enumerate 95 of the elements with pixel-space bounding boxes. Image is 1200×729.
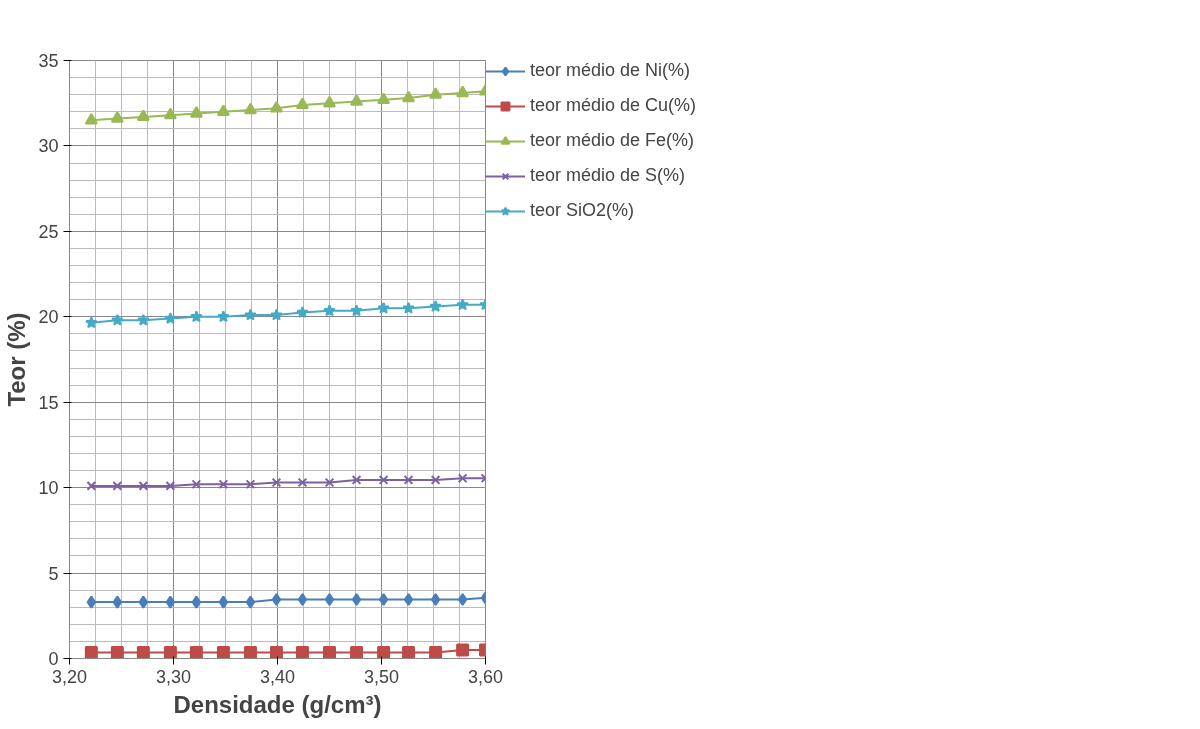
point [403, 475, 414, 485]
y-tick-label: 0 [48, 649, 59, 669]
point [190, 310, 203, 323]
point [189, 106, 203, 118]
point [402, 646, 416, 659]
point [350, 94, 364, 106]
y-tick-label: 30 [38, 136, 59, 157]
point [271, 593, 282, 607]
point [138, 481, 149, 491]
point [217, 310, 230, 323]
point [402, 90, 416, 103]
point [243, 646, 257, 659]
point [456, 298, 469, 311]
point [243, 102, 257, 115]
point [245, 479, 256, 490]
point [165, 595, 176, 609]
y-tick-label: 35 [38, 51, 59, 71]
y-tick-label: 5 [48, 563, 59, 584]
point [271, 477, 282, 488]
point [456, 643, 470, 657]
point [295, 646, 309, 659]
point [295, 97, 309, 110]
point [111, 313, 124, 326]
point [296, 306, 309, 318]
point [137, 313, 150, 326]
point [377, 301, 390, 314]
point [164, 311, 177, 324]
legend-label: teor médio de Cu(%) [530, 95, 698, 116]
point [430, 475, 441, 485]
point [270, 308, 283, 321]
point [269, 646, 283, 659]
point [163, 646, 177, 659]
point [324, 477, 335, 488]
x-tick-label: 3,40 [259, 666, 296, 687]
point [377, 92, 391, 104]
point [378, 475, 389, 485]
point [377, 646, 391, 659]
point [191, 595, 202, 609]
point [351, 593, 362, 607]
point [112, 481, 123, 491]
y-tick-label: 10 [38, 478, 59, 499]
point [403, 593, 414, 607]
point [165, 481, 176, 491]
x-tick-label: 3,50 [363, 666, 400, 687]
legend-label: teor médio de Ni(%) [530, 60, 692, 81]
point [216, 104, 230, 116]
legend-label: teor médio de Fe(%) [530, 130, 696, 151]
point [429, 300, 442, 312]
x-tick-label: 3,30 [155, 666, 192, 687]
point [218, 595, 229, 609]
point [297, 477, 308, 488]
y-tick-label: 20 [38, 307, 59, 328]
point [86, 595, 97, 609]
y-axis-title: Teor (%) [3, 312, 31, 407]
point [350, 304, 363, 317]
point [324, 593, 335, 607]
point [269, 100, 283, 113]
point [86, 481, 97, 491]
x-tick-label: 3,60 [467, 666, 504, 687]
point [245, 595, 256, 609]
point [163, 107, 177, 120]
point [457, 593, 468, 607]
y-tick-label: 15 [38, 392, 59, 413]
point [323, 95, 336, 108]
point [136, 646, 150, 659]
point [429, 646, 443, 659]
x-axis-title: Densidade (g/cm³) [173, 690, 382, 718]
point [378, 593, 389, 607]
point [323, 304, 336, 317]
point [244, 308, 257, 321]
point [297, 593, 308, 607]
point [216, 646, 230, 659]
point [84, 646, 98, 659]
point [430, 593, 441, 607]
point [85, 316, 98, 329]
point [456, 85, 470, 98]
point [218, 479, 229, 490]
point [402, 301, 415, 314]
point [138, 595, 149, 609]
point [189, 646, 203, 659]
point [136, 109, 150, 122]
legend-label: teor médio de S(%) [530, 165, 687, 186]
point [350, 646, 364, 659]
legend-label: teor SiO2(%) [530, 200, 636, 221]
point [110, 646, 124, 659]
y-tick-label: 25 [38, 221, 59, 242]
point [84, 112, 98, 125]
point [191, 479, 202, 490]
point [110, 111, 124, 123]
point [457, 473, 468, 484]
point [351, 475, 362, 485]
point [112, 595, 123, 609]
x-tick-label: 3,20 [51, 666, 88, 687]
point [429, 87, 443, 99]
point [323, 646, 336, 659]
